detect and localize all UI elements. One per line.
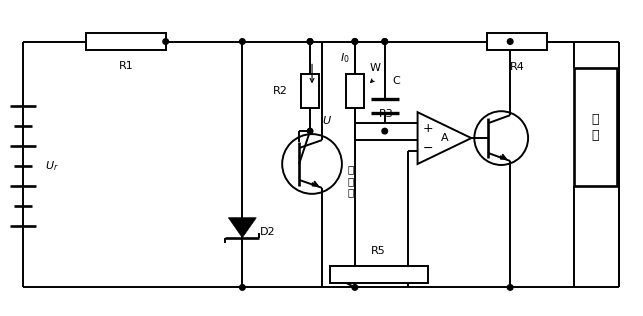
Circle shape <box>352 39 358 44</box>
Circle shape <box>352 39 358 44</box>
Text: A: A <box>440 133 448 143</box>
Text: R4: R4 <box>510 62 525 72</box>
Bar <box>86 33 166 51</box>
Polygon shape <box>417 112 471 164</box>
Circle shape <box>382 39 388 44</box>
Text: 氢
敏
管: 氢 敏 管 <box>348 164 354 198</box>
Text: R1: R1 <box>118 61 133 71</box>
Bar <box>301 74 319 108</box>
Circle shape <box>307 39 313 44</box>
Polygon shape <box>228 218 257 238</box>
Text: −: − <box>422 142 433 155</box>
Text: R3: R3 <box>379 109 394 119</box>
Text: 指
示: 指 示 <box>592 112 599 142</box>
Text: $U_r$: $U_r$ <box>45 159 59 173</box>
Circle shape <box>240 285 245 290</box>
Text: D2: D2 <box>260 227 276 237</box>
Bar <box>355 123 417 140</box>
Circle shape <box>382 128 388 134</box>
Text: $I_0$: $I_0$ <box>340 52 350 65</box>
Circle shape <box>240 39 245 44</box>
Text: W: W <box>370 64 381 73</box>
Circle shape <box>307 128 313 134</box>
Text: R5: R5 <box>372 246 386 256</box>
Bar <box>346 74 364 108</box>
Circle shape <box>163 39 168 44</box>
Bar <box>487 33 547 51</box>
Circle shape <box>507 285 513 290</box>
Bar <box>330 265 428 283</box>
Text: $U$: $U$ <box>322 114 332 126</box>
Circle shape <box>352 285 358 290</box>
Bar <box>574 68 617 186</box>
Circle shape <box>382 39 388 44</box>
Circle shape <box>507 39 513 44</box>
Text: +: + <box>422 122 433 135</box>
Circle shape <box>307 39 313 44</box>
Text: C: C <box>393 76 401 86</box>
Text: R2: R2 <box>273 86 288 96</box>
